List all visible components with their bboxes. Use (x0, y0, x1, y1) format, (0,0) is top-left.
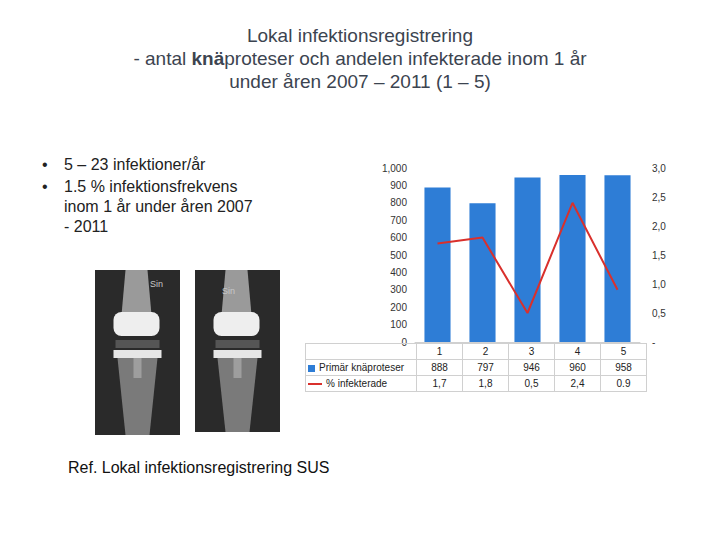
svg-text:800: 800 (390, 197, 407, 208)
svg-text:400: 400 (390, 267, 407, 278)
svg-text:3,0: 3,0 (652, 163, 666, 174)
html-text:1,8: 1,8 (478, 378, 493, 389)
html-text:2,4: 2,4 (570, 378, 585, 389)
svg-text:900: 900 (390, 180, 407, 191)
html-text:5: 5 (620, 346, 627, 357)
svg-text:Sin: Sin (150, 279, 163, 289)
html-text:1.5 % infektionsfrekvens inom: 1.5 % infektionsfrekvens inom 1 år under… (64, 178, 253, 235)
html-text:3: 3 (528, 346, 535, 357)
svg-text:200: 200 (390, 302, 407, 313)
html-text:0.9: 0.9 (616, 378, 631, 389)
svg-text:1,000: 1,000 (382, 163, 407, 174)
html-text:958: 958 (615, 362, 632, 373)
html-text:1: 1 (436, 346, 443, 357)
svg-text:600: 600 (390, 232, 407, 243)
svg-text:300: 300 (390, 284, 407, 295)
svg-text:1,0: 1,0 (652, 279, 666, 290)
svg-text:1,5: 1,5 (652, 250, 666, 261)
svg-text:2,5: 2,5 (652, 192, 666, 203)
html-text:797: 797 (477, 362, 494, 373)
html-text:- antal knä proteser och andel: - antal knä proteser och andelen infekte… (133, 48, 587, 69)
svg-text:500: 500 (390, 250, 407, 261)
html-text:% infekterade: % infekterade (326, 378, 388, 389)
svg-text:0: 0 (401, 337, 407, 348)
svg-text:0,5: 0,5 (652, 308, 666, 319)
svg-text:Sin: Sin (222, 286, 235, 296)
html-text:1,7: 1,7 (432, 378, 447, 389)
svg-text:-: - (652, 337, 655, 348)
html-text:5 – 23 infektioner/år: 5 – 23 infektioner/år (64, 156, 206, 173)
html-text:960: 960 (569, 362, 586, 373)
html-text:946: 946 (523, 362, 540, 373)
svg-text:2,0: 2,0 (652, 221, 666, 232)
html-text:0,5: 0,5 (524, 378, 539, 389)
svg-text:100: 100 (390, 319, 407, 330)
html-text:888: 888 (431, 362, 448, 373)
html-text:under åren 2007 – 2011 (1 – 5): under åren 2007 – 2011 (1 – 5) (229, 71, 491, 92)
svg-text:700: 700 (390, 215, 407, 226)
html-text:Lokal infektionsregistrering: Lokal infektionsregistrering (247, 25, 473, 46)
html-text:2: 2 (482, 346, 489, 357)
html-text:Primär knäproteser: Primär knäproteser (319, 362, 404, 373)
html-text:Ref. Lokal infektionsregistrer: Ref. Lokal infektionsregistrering SUS (68, 459, 330, 476)
html-text:4: 4 (574, 346, 581, 357)
